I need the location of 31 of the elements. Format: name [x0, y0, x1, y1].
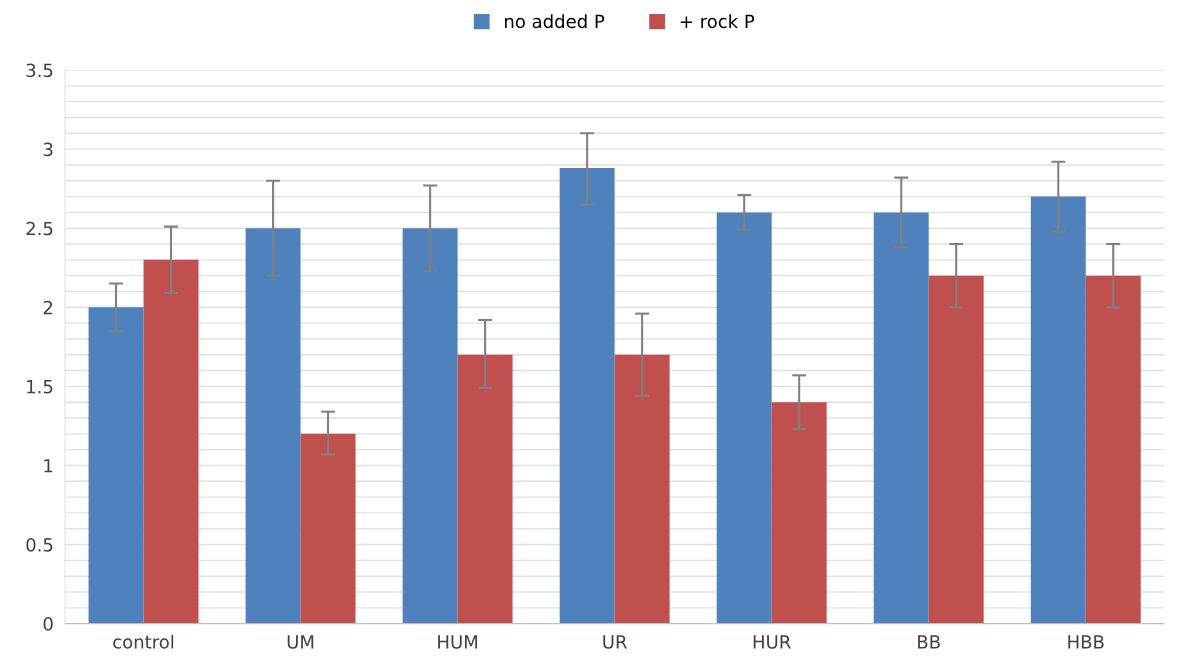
- y-tick-label: 0.5: [26, 538, 53, 552]
- bar: [300, 433, 356, 624]
- bar: [1030, 196, 1086, 624]
- y-tick-label: 1.5: [27, 380, 53, 394]
- y-tick-label: 3: [43, 142, 53, 157]
- bar: [402, 228, 458, 624]
- x-tick-label: HUM: [438, 635, 478, 649]
- x-tick-label: BB: [918, 635, 940, 649]
- bar: [457, 354, 513, 624]
- y-tick-label: 2.5: [26, 221, 53, 236]
- y-tick-label: 1: [44, 459, 53, 473]
- x-tick-label: HBB: [1068, 635, 1104, 649]
- x-tick-label: UM: [287, 635, 314, 649]
- bar: [1085, 275, 1141, 624]
- legend-label: no added P: [505, 14, 605, 29]
- bar: [928, 275, 984, 624]
- bar: [245, 228, 301, 624]
- bar: [716, 212, 772, 624]
- x-tick-label: UR: [603, 635, 627, 649]
- y-tick-label: 0: [43, 617, 53, 631]
- y-tick-label: 2: [43, 300, 53, 315]
- bar: [143, 259, 199, 624]
- legend-label: + rock P: [680, 14, 755, 29]
- bar: [873, 212, 929, 624]
- x-tick-label: control: [113, 634, 174, 649]
- y-tick-label: 3.5: [26, 63, 53, 78]
- bar: [88, 307, 144, 624]
- bar: [771, 402, 827, 624]
- bar: [559, 168, 615, 624]
- x-tick-label: HUR: [753, 635, 791, 649]
- bar: [614, 354, 670, 624]
